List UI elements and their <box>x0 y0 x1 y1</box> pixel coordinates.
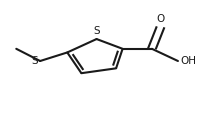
Text: S: S <box>93 26 100 36</box>
Text: OH: OH <box>180 56 196 66</box>
Text: O: O <box>156 14 165 24</box>
Text: S: S <box>31 56 38 66</box>
